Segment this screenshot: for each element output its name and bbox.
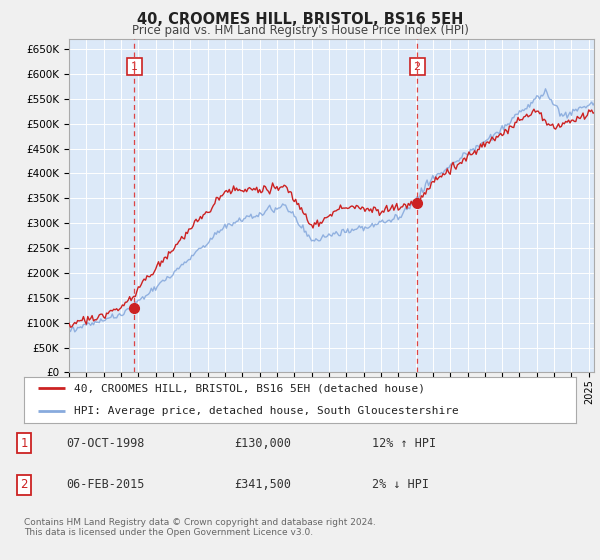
- Text: HPI: Average price, detached house, South Gloucestershire: HPI: Average price, detached house, Sout…: [74, 407, 458, 416]
- Text: Price paid vs. HM Land Registry's House Price Index (HPI): Price paid vs. HM Land Registry's House …: [131, 24, 469, 36]
- Text: 06-FEB-2015: 06-FEB-2015: [66, 478, 145, 491]
- Text: 2: 2: [20, 478, 28, 491]
- Text: 2: 2: [413, 62, 421, 72]
- Text: 2% ↓ HPI: 2% ↓ HPI: [372, 478, 429, 491]
- Text: 12% ↑ HPI: 12% ↑ HPI: [372, 437, 436, 450]
- Text: 07-OCT-1998: 07-OCT-1998: [66, 437, 145, 450]
- Text: £130,000: £130,000: [234, 437, 291, 450]
- Text: Contains HM Land Registry data © Crown copyright and database right 2024.
This d: Contains HM Land Registry data © Crown c…: [24, 518, 376, 538]
- Text: 1: 1: [131, 62, 138, 72]
- Text: 1: 1: [20, 437, 28, 450]
- Text: 40, CROOMES HILL, BRISTOL, BS16 5EH (detached house): 40, CROOMES HILL, BRISTOL, BS16 5EH (det…: [74, 384, 425, 393]
- Text: 40, CROOMES HILL, BRISTOL, BS16 5EH: 40, CROOMES HILL, BRISTOL, BS16 5EH: [137, 12, 463, 27]
- Text: £341,500: £341,500: [234, 478, 291, 491]
